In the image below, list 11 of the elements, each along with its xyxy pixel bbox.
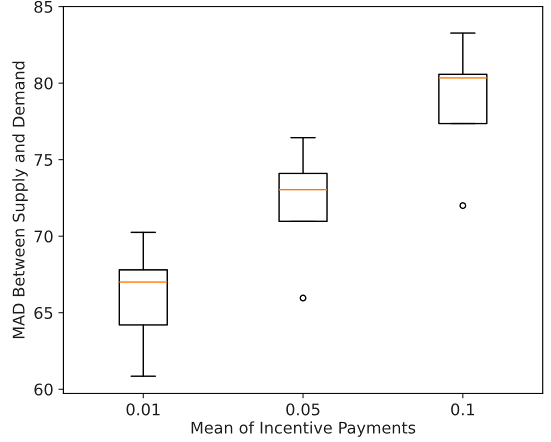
y-tick-label: 60 xyxy=(34,383,53,396)
y-tick-label: 75 xyxy=(34,154,52,166)
y-tick-label: 80 xyxy=(34,77,53,90)
x-tick-label: 0.05 xyxy=(286,403,320,416)
x-tick-label: 0.01 xyxy=(126,403,160,416)
y-axis-title: MAD Between Supply and Demand xyxy=(12,62,28,338)
x-axis-title: Mean of Incentive Payments xyxy=(192,421,416,437)
y-tick-label: 85 xyxy=(34,0,52,13)
y-tick-label: 65 xyxy=(34,306,52,320)
y-tick-label: 70 xyxy=(34,230,53,242)
x-tick-label: 0.1 xyxy=(451,403,474,416)
